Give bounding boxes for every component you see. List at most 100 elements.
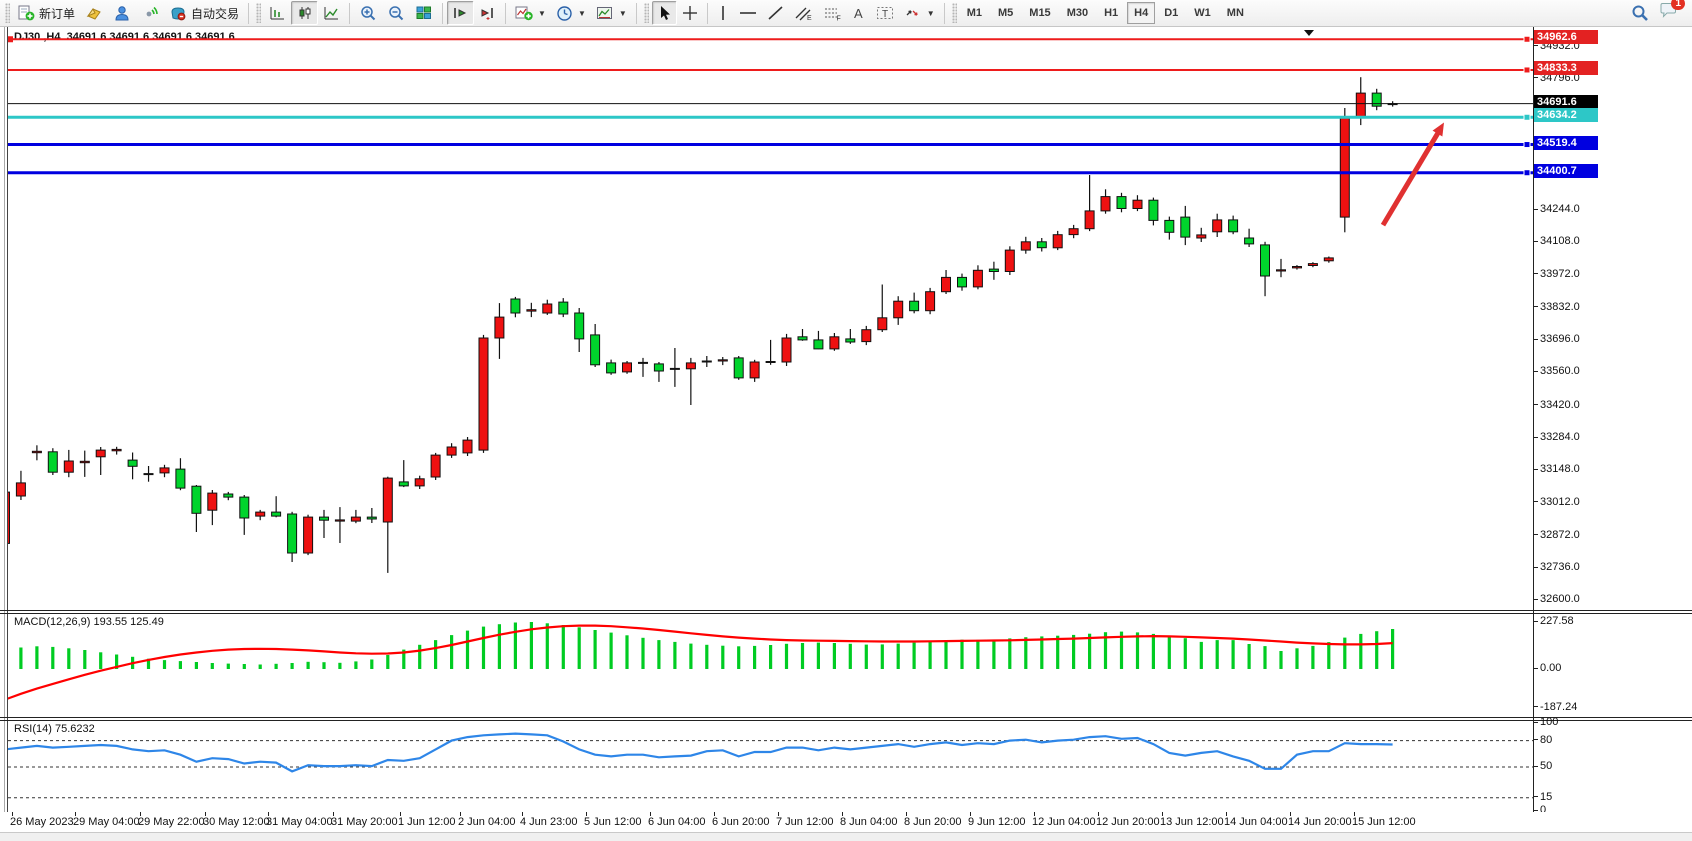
price-tag-34634.2: 34634.2 xyxy=(1534,108,1598,123)
price-axis[interactable]: 34932.0 34796.0 34244.0 34108.0 33972.0 33832… xyxy=(1534,27,1692,816)
timeframe-button-H1[interactable]: H1 xyxy=(1104,7,1119,19)
candle-body-bear xyxy=(223,493,234,498)
time-tick xyxy=(1226,812,1227,816)
search-icon[interactable] xyxy=(1631,4,1649,22)
rsi-tick-label: 80 xyxy=(1534,734,1552,746)
timeframe-button-W1[interactable]: W1 xyxy=(1194,7,1211,19)
time-label: 9 Jun 12:00 xyxy=(968,816,1026,828)
trendline-tool-button[interactable] xyxy=(762,1,789,25)
timeframe-button-H4[interactable]: H4 xyxy=(1127,2,1156,24)
toolbar-grip[interactable] xyxy=(5,3,10,23)
candle-body-bull xyxy=(685,362,696,370)
line-anchor-marker[interactable] xyxy=(1523,169,1531,177)
candle-body-bear xyxy=(909,300,920,312)
panel-separator[interactable] xyxy=(0,610,1692,611)
chart-window[interactable]: DJ30 ,H4 34691.6 34691.6 34691.6 34691.6… xyxy=(0,27,1692,841)
chart-plot[interactable] xyxy=(8,27,1533,832)
chart-shift-button[interactable] xyxy=(474,1,501,25)
candle-body-bull xyxy=(861,329,872,343)
timeframe-button-M15[interactable]: M15 xyxy=(1029,7,1051,19)
fibonacci-tool-button[interactable]: F xyxy=(818,1,847,25)
channel-tool-button[interactable]: E xyxy=(789,1,818,25)
macd-tick-label: 227.58 xyxy=(1534,615,1574,627)
candles-layer xyxy=(8,77,1398,573)
line-anchor-marker[interactable] xyxy=(8,36,13,43)
candle-body-bear xyxy=(590,334,601,366)
candle-body-bull xyxy=(941,276,951,293)
candle-body-bear xyxy=(175,468,186,489)
notifications-button[interactable]: 1 xyxy=(1659,0,1685,24)
toolbar-grip[interactable] xyxy=(256,3,262,23)
arrows-tool-button[interactable]: ▼ xyxy=(899,1,940,25)
panel-separator[interactable] xyxy=(0,720,1692,721)
text-label-tool-button[interactable]: T xyxy=(871,1,899,25)
toolbar-separator xyxy=(635,2,637,24)
timeframe-button-D1[interactable]: D1 xyxy=(1164,7,1179,19)
panel-separator[interactable] xyxy=(0,613,1692,614)
vertical-line-tool-button[interactable] xyxy=(712,1,734,25)
auto-scroll-button[interactable] xyxy=(447,1,475,25)
candlestick-chart-button[interactable] xyxy=(291,1,319,25)
candle-body-bear xyxy=(1148,199,1159,221)
gold-button[interactable] xyxy=(80,1,108,25)
candle-body-bull xyxy=(1004,249,1015,273)
bar-chart-button[interactable] xyxy=(264,1,291,25)
time-label: 8 Jun 04:00 xyxy=(840,816,898,828)
time-axis[interactable]: 26 May 2023 29 May 04:00 29 May 22:00 30 Ma… xyxy=(0,812,1692,832)
rsi-line xyxy=(8,732,1393,773)
line-anchor-marker[interactable] xyxy=(1523,35,1531,43)
time-label: 14 Jun 20:00 xyxy=(1288,816,1352,828)
candle-body-bull xyxy=(893,300,904,319)
price-tag-34833.3: 34833.3 xyxy=(1534,60,1598,75)
candle-body-bull xyxy=(303,516,314,554)
candle-body-bull xyxy=(765,361,776,363)
time-tick xyxy=(714,812,715,816)
candle-body-bull xyxy=(255,511,266,517)
horizontal-line-tool-button[interactable] xyxy=(734,1,762,25)
timeframe-button-M5[interactable]: M5 xyxy=(998,7,1014,19)
zoom-in-button[interactable] xyxy=(354,1,382,25)
indicators-button[interactable]: ▼ xyxy=(510,1,551,25)
timeframe-button-M30[interactable]: M30 xyxy=(1066,7,1089,19)
new-order-button[interactable]: 新订单 xyxy=(13,1,80,25)
toolbar-grip[interactable] xyxy=(951,3,957,23)
candle-body-bull xyxy=(781,337,792,363)
text-label-icon: T xyxy=(876,7,893,20)
candle-body-bull xyxy=(446,446,457,456)
line-anchor-marker[interactable] xyxy=(1523,141,1531,149)
line-chart-button[interactable] xyxy=(318,1,345,25)
price-tick-label: 33420.0 xyxy=(1534,399,1580,411)
zoom-out-button[interactable] xyxy=(382,1,410,25)
trend-arrow-object[interactable] xyxy=(1380,128,1443,227)
candle-body-bear xyxy=(319,516,329,521)
candle-body-bull xyxy=(414,478,425,487)
candle-body-bull xyxy=(877,317,888,331)
timeframe-button-M1[interactable]: M1 xyxy=(966,7,982,19)
new-order-icon xyxy=(18,5,35,21)
timeframe-button-MN[interactable]: MN xyxy=(1226,7,1244,19)
time-tick xyxy=(1290,812,1291,816)
auto-trading-button[interactable]: 自动交易 xyxy=(164,1,244,25)
signals-button[interactable] xyxy=(136,1,164,25)
rsi-tick-label: 50 xyxy=(1534,760,1552,772)
candle-body-bull xyxy=(542,303,553,314)
candle-body-bear xyxy=(1180,216,1191,238)
text-tool-button[interactable]: A xyxy=(847,1,871,25)
candle-body-bull xyxy=(717,359,728,362)
panel-separator[interactable] xyxy=(0,717,1692,718)
periods-button[interactable]: ▼ xyxy=(551,1,591,25)
price-tick-label: 33696.0 xyxy=(1534,333,1580,345)
candlestick-chart-icon xyxy=(299,7,311,19)
cursor-tool-button[interactable] xyxy=(651,1,677,25)
toolbar-grip[interactable] xyxy=(643,3,649,23)
community-button[interactable] xyxy=(108,1,136,25)
candle-body-bear xyxy=(558,301,569,315)
crosshair-tool-button[interactable] xyxy=(677,1,703,25)
toolbar-separator xyxy=(349,2,351,24)
candle-body-bull xyxy=(749,361,760,379)
templates-button[interactable]: ▼ xyxy=(591,1,632,25)
line-anchor-marker[interactable] xyxy=(1523,113,1531,121)
candle-body-bull xyxy=(478,337,489,451)
line-anchor-marker[interactable] xyxy=(1523,66,1531,74)
tile-windows-button[interactable] xyxy=(410,1,438,25)
